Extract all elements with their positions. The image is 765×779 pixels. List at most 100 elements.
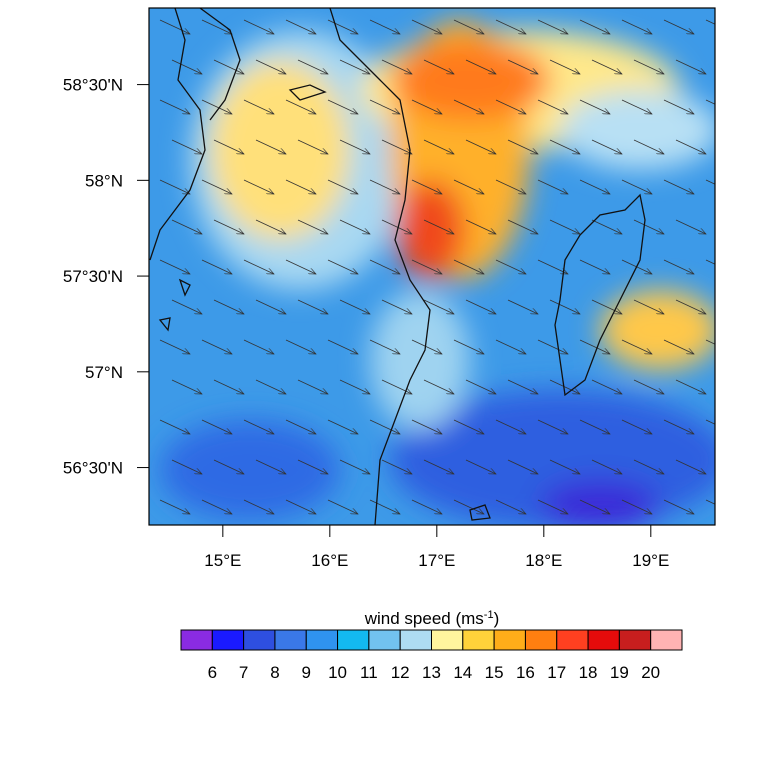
wind-arrow — [369, 19, 400, 35]
wind-arrow — [339, 139, 370, 155]
wind-arrow — [705, 499, 715, 505]
wind-arrow — [579, 179, 610, 195]
wind-arrow — [507, 59, 538, 75]
wind-arrow — [537, 19, 568, 35]
wind-arrow — [297, 299, 328, 315]
wind-arrow — [159, 419, 190, 435]
wind-arrow — [171, 59, 202, 75]
wind-arrow — [465, 459, 496, 475]
wind-arrow — [495, 419, 526, 435]
wind-arrow — [591, 219, 622, 235]
wind-arrow — [297, 219, 328, 235]
wind-arrow — [579, 499, 610, 515]
colorbar: 6 7 8 9 10 11 12 13 14 15 16 17 18 19 20 — [180, 629, 683, 682]
colorbar-label: 9 — [302, 663, 311, 682]
wind-arrow — [705, 19, 715, 25]
wind-arrow — [705, 259, 715, 265]
coastline — [554, 193, 646, 397]
colorbar-box — [431, 629, 464, 651]
wind-arrow — [591, 379, 622, 395]
wind-arrow — [465, 219, 496, 235]
colorbar-label: 20 — [641, 663, 660, 682]
wind-arrow — [327, 259, 358, 275]
wind-arrow — [549, 219, 580, 235]
wind-arrow — [633, 59, 664, 75]
wind-arrow — [255, 219, 286, 235]
wind-arrow — [159, 499, 190, 515]
wind-arrow — [507, 139, 538, 155]
wind-arrow — [339, 459, 370, 475]
wind-arrow — [285, 499, 316, 515]
colorbar-box — [337, 629, 370, 651]
colorbar-box — [587, 629, 620, 651]
wind-arrow — [465, 379, 496, 395]
colorbar-box — [399, 629, 432, 651]
wind-arrow — [369, 179, 400, 195]
wind-arrow — [297, 459, 328, 475]
wind-arrow — [159, 179, 190, 195]
colorbar-box — [650, 629, 683, 651]
wind-arrow — [633, 299, 664, 315]
colorbar-title-sup: -1 — [484, 609, 494, 621]
wind-arrow — [537, 179, 568, 195]
wind-arrow — [591, 139, 622, 155]
x-tick-label: 17°E — [418, 551, 455, 570]
y-tick-label: 57°N — [85, 363, 123, 382]
wind-arrow — [705, 339, 715, 345]
wind-arrow — [621, 19, 652, 35]
wind-arrow — [423, 139, 454, 155]
wind-arrow — [663, 99, 694, 115]
colorbar-label: 10 — [328, 663, 347, 682]
wind-arrow — [591, 59, 622, 75]
wind-arrow — [453, 259, 484, 275]
wind-arrow — [201, 339, 232, 355]
wind-arrow — [369, 499, 400, 515]
wind-arrow — [171, 459, 202, 475]
wind-arrow — [579, 19, 610, 35]
colorbar-box — [305, 629, 339, 651]
wind-arrow — [705, 99, 715, 105]
wind-arrow — [381, 459, 412, 475]
wind-arrow — [369, 419, 400, 435]
wind-arrows — [159, 19, 715, 515]
wind-arrow — [621, 499, 652, 515]
wind-arrow — [285, 339, 316, 355]
wind-arrow — [675, 379, 706, 395]
wind-arrow — [621, 99, 652, 115]
wind-arrow — [579, 339, 610, 355]
wind-arrow — [621, 179, 652, 195]
wind-arrow — [411, 499, 442, 515]
wind-field — [149, 8, 715, 525]
wind-arrow — [201, 179, 232, 195]
colorbar-title: wind speed (ms-1) — [364, 609, 500, 628]
colorbar-label: 11 — [360, 663, 378, 682]
wind-arrow — [255, 459, 286, 475]
wind-arrow — [591, 459, 622, 475]
wind-arrow — [411, 179, 442, 195]
wind-arrow — [705, 419, 715, 425]
colorbar-label: 19 — [610, 663, 629, 682]
wind-arrow — [159, 259, 190, 275]
wind-arrow — [381, 139, 412, 155]
wind-arrow — [327, 419, 358, 435]
wind-arrow — [369, 99, 400, 115]
wind-arrow — [213, 59, 244, 75]
colorbar-box — [180, 629, 213, 651]
wind-arrow — [705, 179, 715, 185]
wind-arrow — [243, 179, 274, 195]
colorbar-box — [211, 629, 245, 651]
wind-arrow — [549, 59, 580, 75]
wind-arrow — [423, 299, 454, 315]
wind-arrow — [213, 459, 244, 475]
wind-arrow — [675, 59, 706, 75]
colorbar-title-text: wind speed (ms — [364, 609, 484, 628]
wind-arrow — [495, 339, 526, 355]
wind-arrow — [243, 419, 274, 435]
y-tick-label: 56°30'N — [63, 459, 123, 478]
coastline — [149, 8, 241, 261]
wind-arrow — [675, 219, 706, 235]
colorbar-label: 13 — [422, 663, 441, 682]
wind-arrow — [411, 19, 442, 35]
wind-arrow — [381, 219, 412, 235]
wind-arrow — [465, 299, 496, 315]
